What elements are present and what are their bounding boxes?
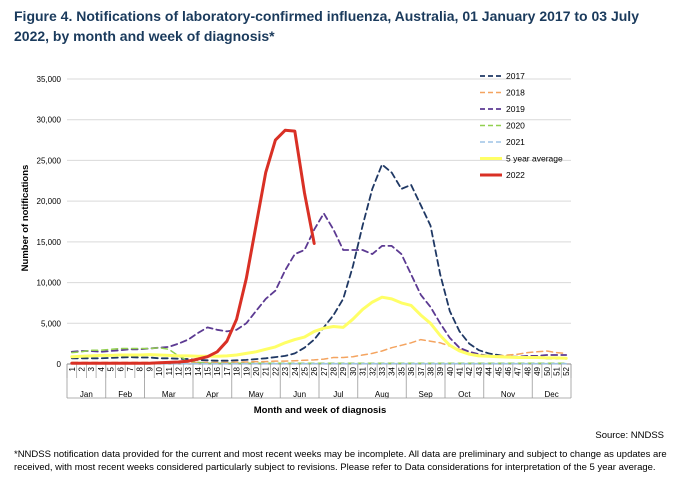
month-label: Mar xyxy=(162,390,176,399)
x-tick-label: 26 xyxy=(310,366,319,375)
x-tick-label: 36 xyxy=(407,366,416,375)
legend-label: 2021 xyxy=(506,137,525,147)
series-line-2019 xyxy=(70,212,568,358)
x-tick-label: 31 xyxy=(359,366,368,375)
x-tick-label: 14 xyxy=(194,366,203,375)
month-label: Aug xyxy=(375,390,389,399)
footnote: *NNDSS notification data provided for th… xyxy=(14,449,667,473)
x-tick-label: 50 xyxy=(543,366,552,375)
x-tick-label: 23 xyxy=(281,366,290,375)
series-line-2022 xyxy=(70,128,316,365)
x-tick-label: 22 xyxy=(271,366,280,375)
y-axis: 0 5,000 10,000 15,000 20,000 25,000 30,000 35,0… xyxy=(37,75,62,369)
month-label: Jun xyxy=(293,390,306,399)
x-tick-label: 34 xyxy=(388,366,397,375)
x-tick-label: 1 xyxy=(68,366,77,371)
x-tick-label: 9 xyxy=(145,366,154,371)
x-tick-label: 24 xyxy=(291,366,300,375)
x-tick-label: 17 xyxy=(223,366,232,375)
y-tick-label: 0 xyxy=(57,360,62,369)
x-tick-label: 42 xyxy=(465,366,474,375)
source-note: Source: NNDSS xyxy=(595,430,664,441)
series-line-2018 xyxy=(71,338,567,364)
x-tick-label: 25 xyxy=(300,366,309,375)
x-axis-title: Month and week of diagnosis xyxy=(254,405,386,416)
x-tick-label: 28 xyxy=(330,366,339,375)
x-tick-label: 33 xyxy=(378,366,387,375)
series-line-2017 xyxy=(70,163,568,362)
y-tick-label: 5,000 xyxy=(41,319,62,328)
x-tick-label: 12 xyxy=(174,366,183,375)
month-label: Feb xyxy=(118,390,132,399)
x-tick-label: 45 xyxy=(494,366,503,375)
x-tick-label: 38 xyxy=(426,366,435,375)
month-label: May xyxy=(248,390,263,399)
x-tick-label: 11 xyxy=(165,366,174,375)
x-tick-label: 41 xyxy=(456,366,465,375)
month-label: Dec xyxy=(544,390,558,399)
series-lines xyxy=(70,128,568,365)
x-tick-label: 8 xyxy=(136,366,145,371)
x-tick-label: 49 xyxy=(533,366,542,375)
legend-label: 2019 xyxy=(506,104,525,114)
x-axis: 1 2 3 4 5 6 7 8 9 10 11 12 13 14 15 16 17 18 19 20 21 22 23 24 2… xyxy=(66,364,572,399)
series-line-5-year-average xyxy=(70,295,568,360)
x-tick-label: 48 xyxy=(523,366,532,375)
x-tick-label: 39 xyxy=(436,366,445,375)
y-tick-label: 10,000 xyxy=(37,279,62,288)
x-tick-label: 15 xyxy=(204,366,213,375)
x-tick-label: 6 xyxy=(116,366,125,371)
month-label: Jan xyxy=(80,390,93,399)
month-label: Sep xyxy=(418,390,433,399)
x-tick-label: 18 xyxy=(233,366,242,375)
legend-label: 2020 xyxy=(506,121,525,131)
x-tick-label: 29 xyxy=(339,366,348,375)
x-tick-label: 10 xyxy=(155,366,164,375)
x-tick-label: 27 xyxy=(320,366,329,375)
x-tick-label: 13 xyxy=(184,366,193,375)
y-tick-label: 15,000 xyxy=(37,238,62,247)
x-tick-label: 40 xyxy=(446,366,455,375)
legend-label: 2018 xyxy=(506,88,525,98)
x-tick-label: 20 xyxy=(252,366,261,375)
x-tick-label: 32 xyxy=(368,366,377,375)
y-tick-label: 25,000 xyxy=(37,156,62,165)
x-tick-label: 52 xyxy=(562,366,571,375)
legend: 2017 2018 2019 2020 2021 5 year average 2022 xyxy=(480,71,563,180)
chart-title: Figure 4. Notifications of laboratory-co… xyxy=(14,8,639,44)
x-tick-label: 16 xyxy=(213,366,222,375)
y-axis-title: Number of notifications xyxy=(20,165,31,272)
x-tick-label: 47 xyxy=(514,366,523,375)
x-tick-label: 4 xyxy=(97,366,106,371)
y-tick-label: 20,000 xyxy=(37,197,62,206)
x-tick-label: 19 xyxy=(242,366,251,375)
x-tick-label: 43 xyxy=(475,366,484,375)
x-tick-label: 46 xyxy=(504,366,513,375)
legend-label: 2017 xyxy=(506,71,525,81)
x-tick-label: 7 xyxy=(126,366,135,371)
x-tick-label: 2 xyxy=(78,366,87,371)
y-tick-label: 35,000 xyxy=(37,75,62,84)
x-tick-label: 35 xyxy=(397,366,406,375)
x-tick-label: 37 xyxy=(417,366,426,375)
month-label: Apr xyxy=(206,390,219,399)
month-label: Nov xyxy=(501,390,515,399)
y-tick-label: 30,000 xyxy=(37,116,62,125)
x-tick-label: 44 xyxy=(485,366,494,375)
month-label: Jul xyxy=(333,390,343,399)
x-tick-label: 30 xyxy=(349,366,358,375)
x-tick-label: 51 xyxy=(552,366,561,375)
x-tick-label: 3 xyxy=(87,366,96,371)
x-tick-label: 5 xyxy=(107,366,116,371)
month-label: Oct xyxy=(458,390,471,399)
legend-label: 2022 xyxy=(506,170,525,180)
x-tick-label: 21 xyxy=(262,366,271,375)
legend-label: 5 year average xyxy=(506,154,563,164)
